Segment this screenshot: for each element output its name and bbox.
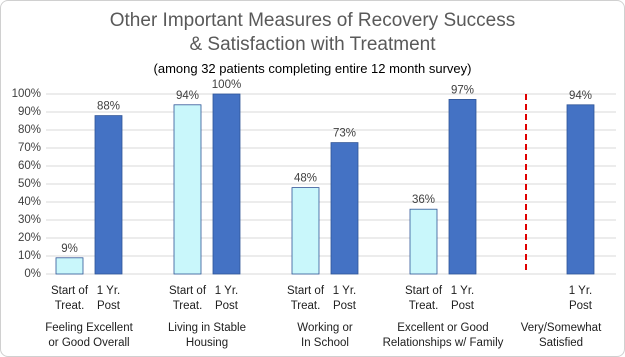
series-label: 1 Yr. Post [96,285,121,312]
value-label: 88% [97,101,120,113]
y-tick-label: 70% [18,142,41,154]
y-tick-label: 80% [18,124,41,136]
category-label: Very/Somewhat [520,322,602,334]
category-label: Relationships w/ Family [382,337,504,349]
series-label: 1 Yr. Post [568,285,593,312]
y-tick-label: 30% [18,214,41,226]
y-tick-label: 40% [18,196,41,208]
bar [212,93,241,275]
chart-title: Other Important Measures of Recovery Suc… [1,9,624,57]
value-label: 36% [412,194,435,206]
category-label: Feeling Excellent [45,322,133,334]
y-tick-label: 50% [18,178,41,190]
series-label: Start of Treat. [168,285,207,312]
bar [55,257,84,275]
value-label: 97% [451,84,474,96]
category-label: Housing [185,337,229,349]
bar [409,208,438,275]
y-tick-label: 10% [18,250,41,262]
category-label: Living in Stable [168,322,246,334]
bar [173,104,202,275]
value-label: 94% [176,90,199,102]
chart-subtitle: (among 32 patients completing entire 12 … [153,61,472,76]
category-label: Satisfied [538,337,584,349]
bar [566,104,595,275]
series-label: 1 Yr. Post [214,285,239,312]
y-tick-label: 60% [18,160,41,172]
series-label: Start of Treat. [404,285,443,312]
value-label: 9% [61,243,78,255]
category-label: In School [301,337,349,349]
bar [291,187,320,275]
y-tick-label: 0% [24,268,41,280]
value-label: 94% [569,90,592,102]
value-label: 48% [294,173,317,185]
title-line: Other Important Measures of Recovery Suc… [109,10,516,31]
series-label: 1 Yr. Post [332,285,357,312]
y-tick-label: 90% [18,106,41,118]
value-label: 73% [333,128,356,140]
category-label: Excellent or Good [397,322,489,334]
category-label: or Good Overall [48,337,130,349]
series-label: 1 Yr. Post [450,285,475,312]
bar [448,99,477,275]
title-line: & Satisfaction with Treatment [189,34,436,55]
y-tick-label: 20% [18,232,41,244]
series-label: Start of Treat. [286,285,325,312]
category-label: Working or [297,322,353,334]
y-tick-label: 100% [12,88,41,100]
value-label: 100% [212,79,241,91]
bar [94,115,123,275]
bar [330,142,359,275]
series-label: Start of Treat. [50,285,89,312]
